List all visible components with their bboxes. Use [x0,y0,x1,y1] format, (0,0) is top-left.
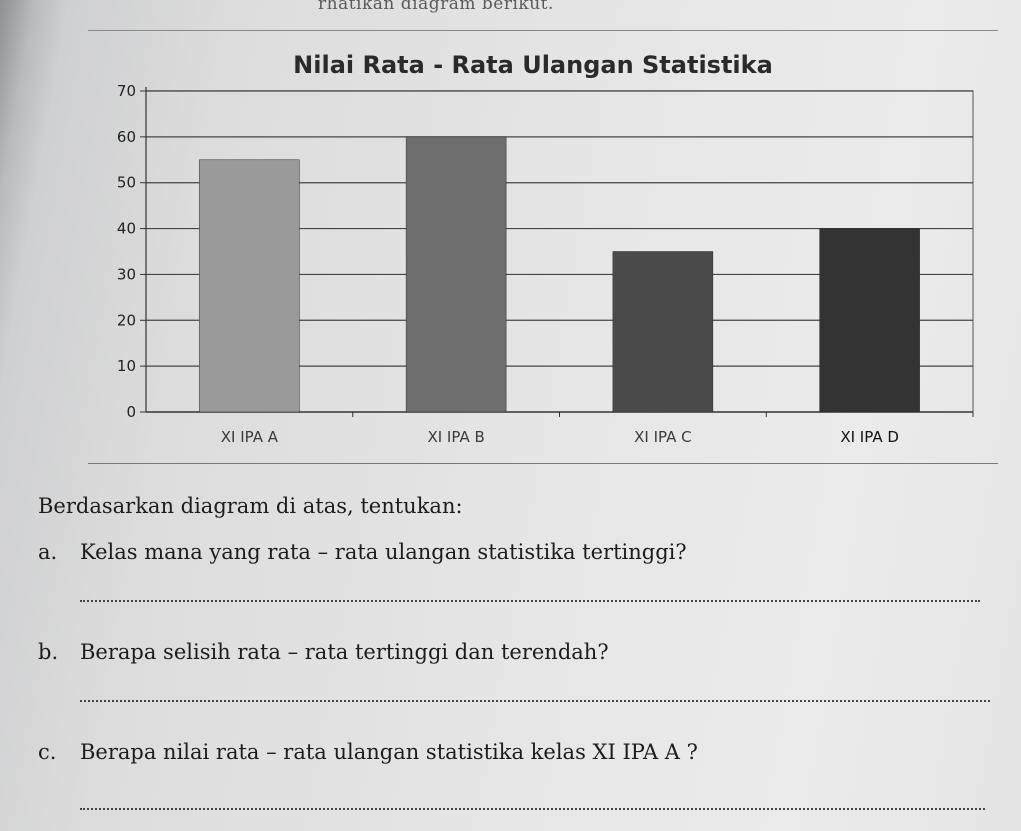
question-b: b. Berapa selisih rata – rata tertinggi d… [38,640,609,664]
bar-xi-ipa-d [819,228,920,413]
y-tick-label: 70 [117,82,136,100]
question-c-text: Berapa nilai rata – rata ulangan statist… [80,740,698,764]
bar-xi-ipa-b [405,136,507,413]
y-tick-label: 20 [117,311,136,329]
answer-line-a[interactable] [80,600,980,602]
y-tick-label: 40 [117,220,136,238]
bar-chart: Nilai Rata - Rata Ulangan Statistika 0 10 2… [117,51,974,446]
question-b-letter: b. [38,640,59,664]
y-tick-label: 10 [117,357,136,375]
questions-intro: Berdasarkan diagram di atas, tentukan: [38,494,463,518]
x-tick-label: XI IPA C [634,428,691,446]
instruction-header: rhatikan diagram berikut. [318,0,554,14]
question-c: c. Berapa nilai rata – rata ulangan stati… [38,740,698,764]
question-a: a. Kelas mana yang rata – rata ulangan st… [38,540,687,564]
chart-title: Nilai Rata - Rata Ulangan Statistika [293,51,773,79]
x-tick-label: XI IPA B [427,428,484,446]
bar-xi-ipa-c [612,251,714,413]
bar-xi-ipa-a [199,159,300,413]
question-c-letter: c. [38,740,57,764]
question-a-letter: a. [38,540,58,564]
y-tick-label: 60 [117,128,136,146]
y-tick-label: 30 [117,265,136,283]
x-tick-label: XI IPA D [840,428,899,446]
chart-container: Nilai Rata - Rata Ulangan Statistika 0 10 2… [88,30,998,464]
question-b-text: Berapa selisih rata – rata tertinggi dan… [80,640,609,664]
answer-line-c[interactable] [80,808,985,810]
question-a-text: Kelas mana yang rata – rata ulangan stat… [80,540,687,564]
answer-line-b[interactable] [80,700,990,702]
y-tick-label: 0 [126,403,136,421]
y-tick-label: 50 [117,174,136,192]
x-tick-label: XI IPA A [221,428,279,446]
